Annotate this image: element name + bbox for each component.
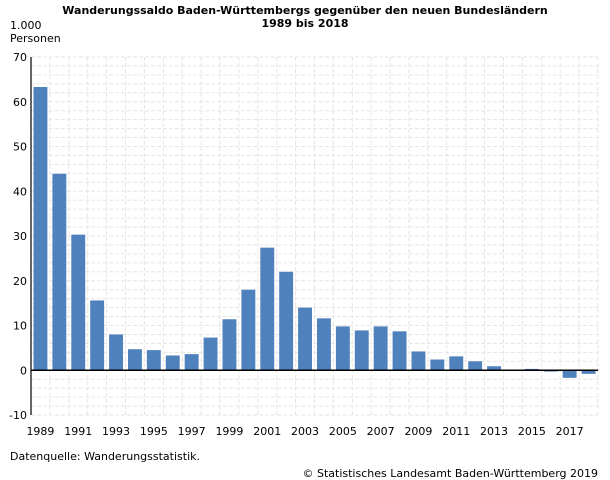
x-tick-label: 1997 bbox=[178, 425, 206, 438]
bar-2018 bbox=[581, 370, 596, 374]
bar-1999 bbox=[222, 319, 237, 371]
bar-1997 bbox=[184, 354, 199, 371]
x-tick-label: 2011 bbox=[442, 425, 470, 438]
bar-2005 bbox=[335, 326, 350, 371]
bar-1998 bbox=[203, 337, 218, 371]
bar-2006 bbox=[354, 330, 369, 371]
bar-1995 bbox=[146, 350, 161, 371]
bar-2000 bbox=[241, 289, 256, 371]
chart-subtitle: 1989 bis 2018 bbox=[261, 17, 349, 30]
bar-2012 bbox=[468, 361, 483, 371]
x-tick-label: 2013 bbox=[480, 425, 508, 438]
y-axis-label: Personen bbox=[10, 32, 61, 45]
bar-2017 bbox=[562, 370, 577, 378]
y-tick-label: -10 bbox=[9, 409, 27, 422]
x-tick-label: 2001 bbox=[253, 425, 281, 438]
x-tick-label: 2005 bbox=[329, 425, 357, 438]
bar-2009 bbox=[411, 351, 426, 371]
bar-1991 bbox=[71, 234, 86, 371]
bar-1990 bbox=[52, 173, 67, 371]
x-tick-label: 1999 bbox=[215, 425, 243, 438]
bar-2013 bbox=[487, 366, 501, 371]
y-tick-label: 30 bbox=[13, 230, 27, 243]
y-tick-label: 0 bbox=[20, 364, 27, 377]
bar-1992 bbox=[90, 300, 105, 371]
x-tick-label: 2007 bbox=[367, 425, 395, 438]
bar-1993 bbox=[109, 334, 123, 371]
bar-2008 bbox=[392, 331, 407, 371]
chart-title: Wanderungssaldo Baden-Württembergs gegen… bbox=[62, 4, 548, 17]
bar-1994 bbox=[128, 349, 142, 371]
y-tick-label: 40 bbox=[13, 185, 27, 198]
bar-2011 bbox=[449, 356, 464, 371]
bar-2003 bbox=[298, 307, 312, 371]
bar-2001 bbox=[260, 247, 275, 371]
x-tick-label: 2003 bbox=[291, 425, 319, 438]
bar-2010 bbox=[430, 359, 445, 371]
y-tick-label: 20 bbox=[13, 275, 27, 288]
bar-1989 bbox=[33, 86, 48, 371]
x-tick-label: 1991 bbox=[64, 425, 92, 438]
y-tick-label: 70 bbox=[13, 51, 27, 64]
bar-2004 bbox=[317, 318, 331, 371]
x-tick-label: 1995 bbox=[140, 425, 168, 438]
source-note: Datenquelle: Wanderungsstatistik. bbox=[10, 450, 201, 463]
y-axis-unit: 1.000 bbox=[10, 19, 42, 32]
y-tick-label: 10 bbox=[13, 320, 27, 333]
copyright-note: © Statistisches Landesamt Baden-Württemb… bbox=[302, 467, 598, 480]
bar-1996 bbox=[165, 355, 180, 371]
x-tick-label: 2009 bbox=[404, 425, 432, 438]
x-tick-label: 2015 bbox=[518, 425, 546, 438]
x-tick-label: 2017 bbox=[556, 425, 584, 438]
x-tick-label: 1989 bbox=[26, 425, 54, 438]
y-tick-label: 60 bbox=[13, 96, 27, 109]
x-tick-label: 1993 bbox=[102, 425, 130, 438]
bar-2007 bbox=[373, 326, 388, 371]
y-tick-label: 50 bbox=[13, 141, 27, 154]
bar-2002 bbox=[279, 271, 294, 371]
